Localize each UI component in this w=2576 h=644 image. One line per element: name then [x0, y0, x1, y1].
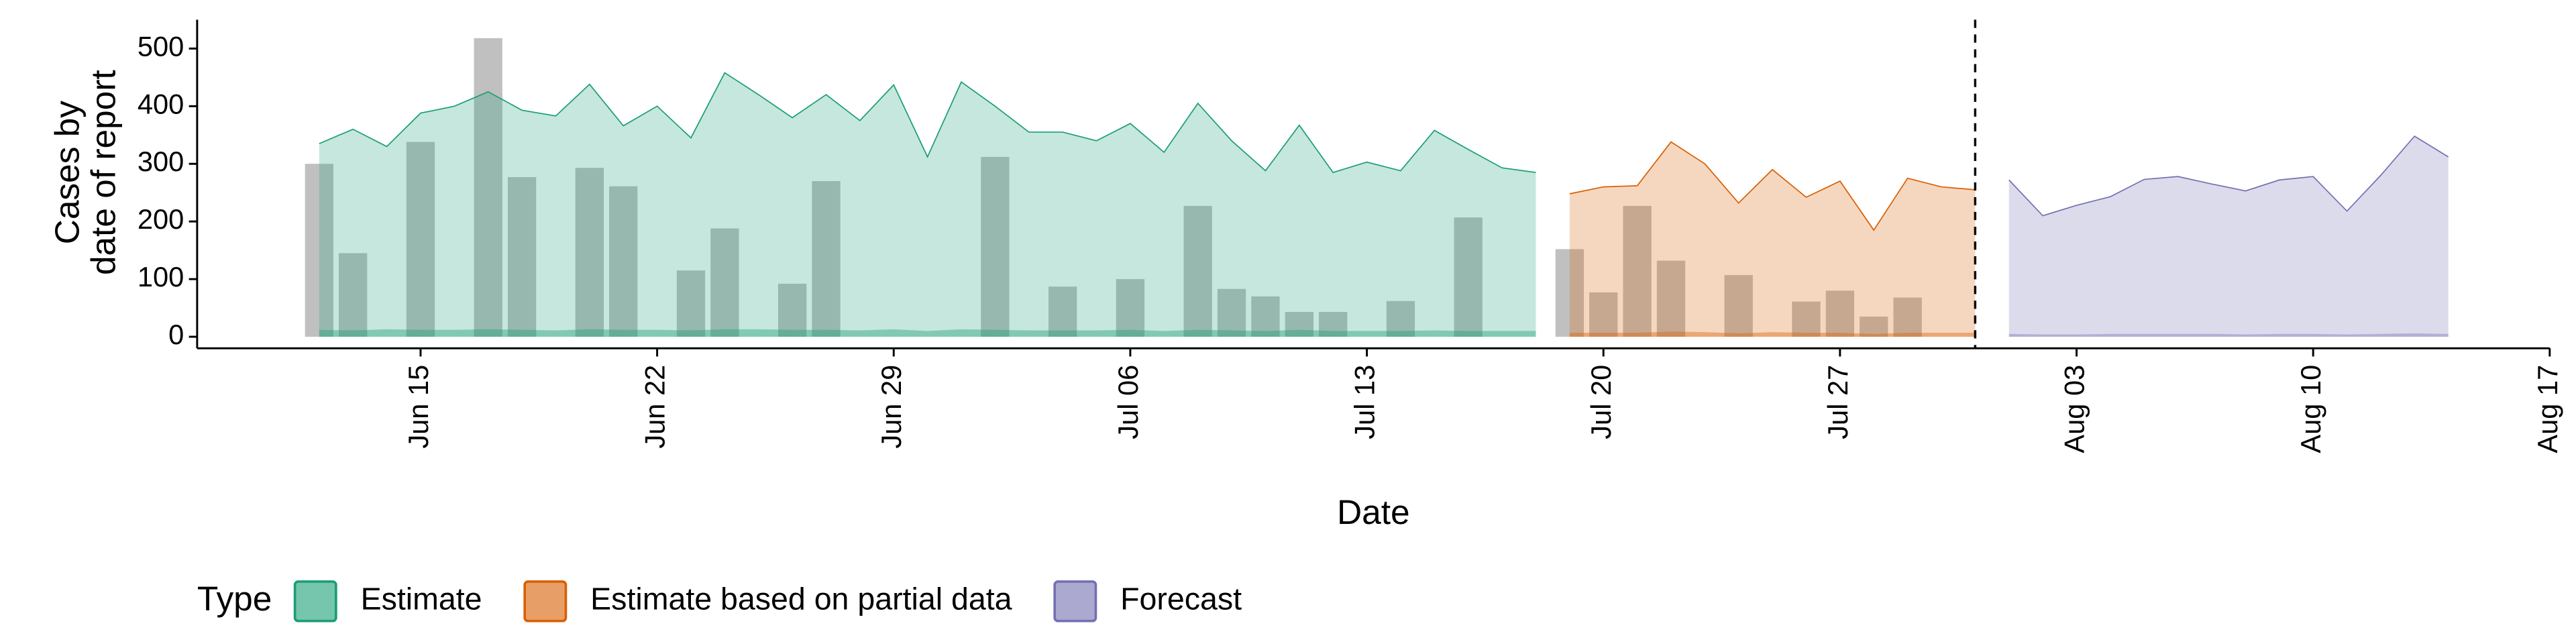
bar [676, 270, 706, 337]
legend-item: Estimate [293, 580, 482, 623]
bar [1860, 316, 1888, 337]
legend-item: Estimate based on partial data [523, 580, 1012, 623]
bar [1656, 260, 1686, 337]
x-axis-title: Date [1337, 492, 1410, 531]
area [319, 72, 1536, 337]
y-tick-label: 100 [138, 261, 184, 292]
inner-band [2008, 333, 2449, 337]
bar [981, 156, 1010, 337]
x-tick-label: Jul 13 [1349, 365, 1381, 439]
x-tick-label: Jul 20 [1585, 365, 1617, 439]
bar [710, 228, 739, 337]
x-tick-label: Aug 10 [2295, 365, 2326, 453]
bar [609, 186, 638, 337]
x-tick-label: Jul 27 [1822, 365, 1854, 439]
legend-key [293, 580, 337, 623]
x-tick-label: Jun 22 [639, 365, 671, 449]
area-line [1569, 141, 1976, 231]
legend-label: Forecast [1120, 582, 1242, 616]
legend-item: Forecast [1053, 580, 1242, 623]
bar [1555, 249, 1584, 337]
x-tick-label: Jun 15 [402, 365, 434, 449]
bar [1048, 286, 1077, 337]
bar [575, 168, 604, 337]
bar [1217, 288, 1246, 337]
legend-key [523, 580, 568, 623]
bar [305, 164, 333, 337]
x-tick-label: Jul 06 [1112, 365, 1144, 439]
x-tick-label: Jun 29 [875, 365, 907, 449]
bar [406, 142, 435, 337]
bar [1386, 301, 1415, 337]
x-tick-label: Aug 17 [2532, 365, 2563, 453]
bar [1825, 290, 1855, 337]
bar [1454, 217, 1483, 337]
legend-key [1053, 580, 1097, 623]
y-tick-label: 300 [138, 146, 184, 177]
bar [777, 283, 807, 337]
inner-band [1569, 331, 1976, 337]
bar [507, 176, 537, 337]
bar [1251, 296, 1280, 337]
bar [1183, 205, 1212, 337]
area-line [319, 72, 1536, 174]
y-tick-label: 400 [138, 88, 184, 119]
area-line [2008, 135, 2449, 217]
legend-title: Type [197, 579, 272, 618]
bar [1792, 301, 1821, 337]
y-tick-label: 500 [138, 30, 184, 62]
area [1569, 142, 1976, 337]
y-tick-label: 0 [168, 319, 184, 350]
bar [1724, 275, 1753, 337]
legend-label: Estimate based on partial data [590, 582, 1012, 616]
x-tick-label: Aug 03 [2059, 365, 2090, 453]
bar [1319, 312, 1348, 337]
bar [1116, 279, 1145, 337]
bar [1285, 312, 1313, 337]
area [2008, 136, 2449, 337]
inner-band [319, 329, 1536, 337]
y-tick-label: 200 [138, 203, 184, 235]
y-axis-title: Cases by [48, 101, 87, 245]
bar [339, 253, 368, 337]
bar [1623, 205, 1652, 337]
bar [1893, 297, 1922, 337]
bar [812, 180, 841, 337]
bar [1589, 292, 1618, 337]
bar [474, 38, 502, 337]
y-axis-title: date of report [83, 70, 122, 275]
legend-label: Estimate [361, 582, 482, 616]
